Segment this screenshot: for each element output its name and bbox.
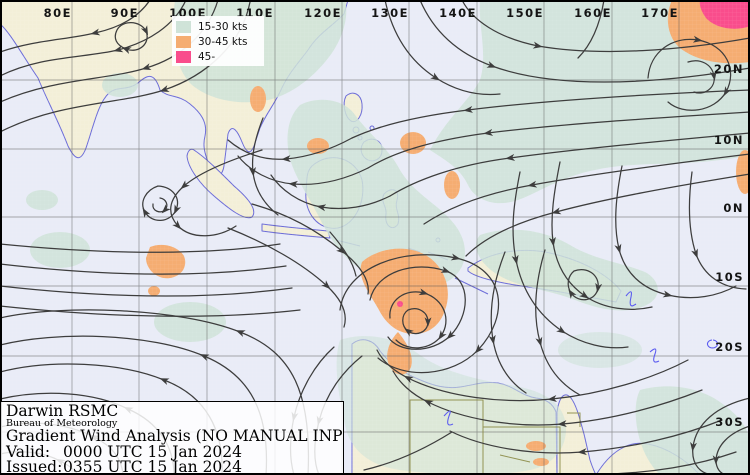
bureau-subtitle: Bureau of Meteorology [6, 418, 118, 429]
legend-swatch-30-45 [176, 35, 191, 48]
product-info-box: Darwin RSMC Bureau of Meteorology Gradie… [0, 401, 344, 474]
legend-row: 15-30 kts [176, 19, 260, 34]
agency-title: Darwin RSMC [6, 402, 119, 420]
issued-label: Issued: [6, 458, 63, 474]
issued-value: 0355 UTC 15 Jan 2024 [63, 458, 243, 474]
wind-speed-legend: 15-30 kts 30-45 kts 45- [172, 16, 264, 66]
ink-annotations [443, 291, 719, 426]
valid-time-line: Valid: 0000 UTC 15 Jan 2024 [6, 442, 343, 461]
legend-row: 30-45 kts [176, 34, 260, 49]
issued-time-line: Issued:0355 UTC 15 Jan 2024 [6, 458, 343, 474]
product-title: Gradient Wind Analysis (NO MANUAL INPUT) [6, 427, 344, 445]
valid-label: Valid: [6, 442, 51, 461]
legend-label: 15-30 kts [198, 20, 248, 33]
legend-label: 45- [198, 50, 216, 63]
legend-label: 30-45 kts [198, 35, 248, 48]
legend-swatch-45 [176, 50, 191, 63]
legend-swatch-15-30 [176, 20, 191, 33]
legend-row: 45- [176, 49, 260, 64]
valid-value: 0000 UTC 15 Jan 2024 [63, 442, 243, 461]
